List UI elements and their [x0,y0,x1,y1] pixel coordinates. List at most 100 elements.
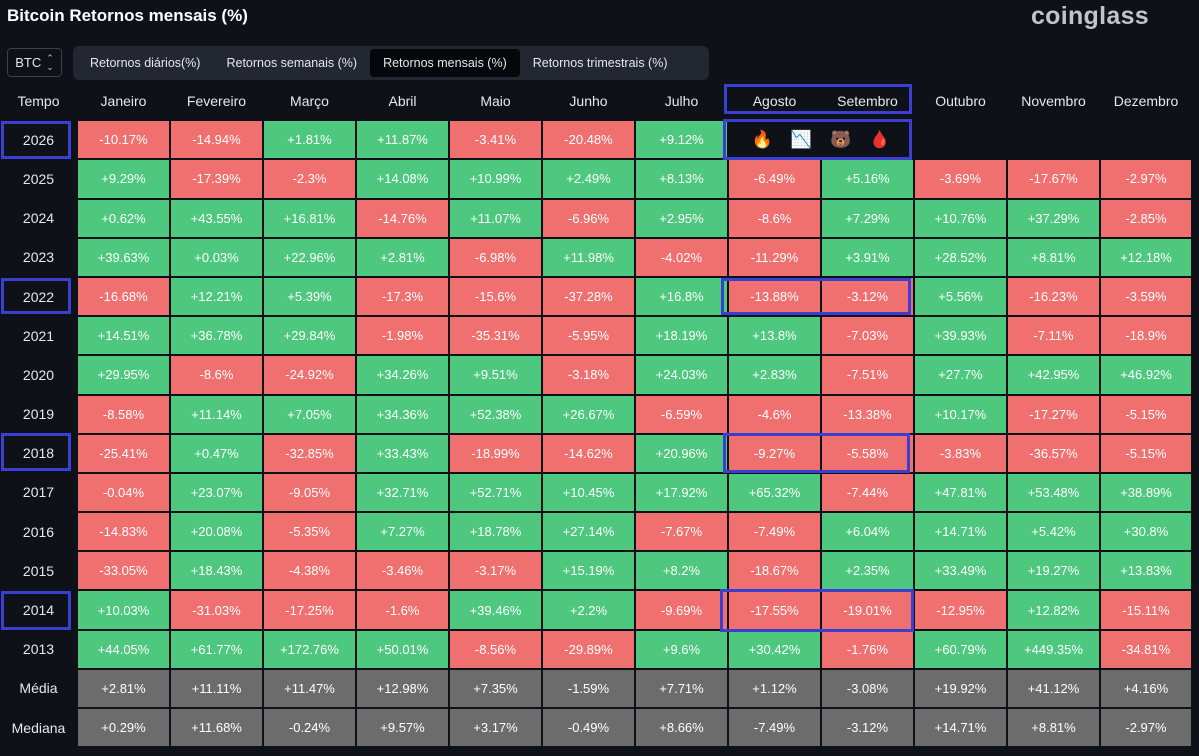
return-cell: +2.83% [729,356,820,394]
year-label: 2024 [22,210,55,227]
return-cell: +10.03% [78,591,169,629]
return-cell: +449.35% [1008,630,1099,668]
return-cell: +2.49% [543,160,634,198]
return-cell: +13.8% [729,317,820,355]
return-cell: -31.03% [171,591,262,629]
year-label: 2020 [22,366,55,383]
return-cell: -5.95% [543,317,634,355]
return-cell: -9.27% [729,434,820,472]
year-label: 2016 [22,523,55,540]
return-cell: -8.56% [450,630,541,668]
return-cell: +39.93% [915,317,1006,355]
return-cell: +11.98% [543,238,634,276]
column-header[interactable]: Março [290,92,329,109]
return-cell: +7.27% [357,513,448,551]
return-cell: -17.39% [171,160,262,198]
return-cell: +22.96% [264,238,355,276]
return-cell: -8.6% [729,199,820,237]
return-cell: +16.81% [264,199,355,237]
column-header[interactable]: Setembro [837,92,898,109]
year-label: 2021 [22,327,55,344]
column-header[interactable]: Outubro [935,92,986,109]
return-cell: +61.77% [171,630,262,668]
return-cell: +60.79% [915,630,1006,668]
return-cell: -34.81% [1101,630,1191,668]
monthly-returns-table: Tempo Janeiro Fevereiro Março Abril Maio Junho… [0,81,1192,747]
return-cell: -6.98% [450,238,541,276]
return-cell: -7.44% [822,473,913,512]
asset-select[interactable]: BTC ⌃ ⌄ [7,48,62,77]
return-cell: +2.2% [543,591,634,629]
return-cell: -15.6% [450,277,541,316]
return-cell: -9.05% [264,473,355,512]
return-cell: -32.85% [264,434,355,472]
tab-quarterly-returns[interactable]: Retornos trimestrais (%) [532,56,668,70]
year-label: 2017 [22,484,55,501]
return-cell: +36.78% [171,317,262,355]
return-cell: +18.19% [636,317,727,355]
return-cell: -17.3% [357,277,448,316]
summary-cell: +11.11% [171,669,262,707]
return-cell: +29.95% [78,356,169,394]
return-cell: +39.63% [78,238,169,276]
column-header[interactable]: Dezembro [1113,92,1179,109]
return-cell: -37.28% [543,277,634,316]
return-cell: +10.99% [450,160,541,198]
return-cell: -24.92% [264,356,355,394]
tab-weekly-returns[interactable]: Retornos semanais (%) [226,56,358,70]
empty-cell [1101,121,1191,158]
return-cell: +13.83% [1101,552,1191,590]
return-cell: +7.29% [822,199,913,237]
return-cell: +1.81% [264,121,355,159]
return-cell: -18.67% [729,552,820,590]
summary-label: Mediana [11,719,66,736]
emoji-row: 🔥 📉 🐻 🩸 [728,120,914,159]
return-cell: -14.76% [357,199,448,237]
column-header[interactable]: Janeiro [100,92,147,109]
column-header[interactable]: Tempo [17,92,60,109]
return-cell: -6.59% [636,395,727,433]
return-cell: +30.42% [729,630,820,668]
return-cell: +8.2% [636,552,727,590]
tab-monthly-returns[interactable]: Retornos mensais (%) [370,49,520,77]
column-header[interactable]: Fevereiro [186,92,247,109]
return-cell: -3.12% [822,277,913,316]
return-cell: +10.17% [915,395,1006,433]
return-cell: -3.46% [357,552,448,590]
column-header[interactable]: Agosto [752,92,797,109]
return-cell: +15.19% [543,552,634,590]
return-cell: +10.76% [915,199,1006,237]
return-cell: +29.84% [264,317,355,355]
summary-cell: +11.68% [171,709,262,747]
return-cell: -3.69% [915,160,1006,198]
return-cell: +20.96% [636,434,727,472]
return-cell: -36.57% [1008,434,1099,472]
returns-tabs: Retornos diários(%) Retornos semanais (%… [73,46,709,80]
updown-chevron-icon: ⌃ ⌄ [46,52,54,72]
return-cell: +27.14% [543,513,634,551]
column-header[interactable]: Julho [664,92,699,109]
return-cell: +9.6% [636,630,727,668]
column-header[interactable]: Junho [569,92,608,109]
return-cell: -1.98% [357,317,448,355]
tab-daily-returns[interactable]: Retornos diários(%) [90,56,201,70]
summary-cell: -3.12% [822,709,913,747]
column-header[interactable]: Novembro [1021,92,1086,109]
return-cell: -13.88% [729,277,820,316]
return-cell: +33.49% [915,552,1006,590]
return-cell: +17.92% [636,473,727,512]
return-cell: +39.46% [450,591,541,629]
return-cell: -7.67% [636,513,727,551]
column-header[interactable]: Maio [480,92,511,109]
return-cell: +11.87% [357,121,448,159]
return-cell: +46.92% [1101,356,1191,394]
summary-cell: +7.35% [450,669,541,707]
column-header[interactable]: Abril [388,92,417,109]
return-cell: +38.89% [1101,473,1191,512]
return-cell: +9.29% [78,160,169,198]
return-cell: -17.25% [264,591,355,629]
summary-cell: -0.49% [543,709,634,747]
empty-cell [1008,121,1099,158]
return-cell: +6.04% [822,513,913,551]
return-cell: -8.58% [78,395,169,433]
